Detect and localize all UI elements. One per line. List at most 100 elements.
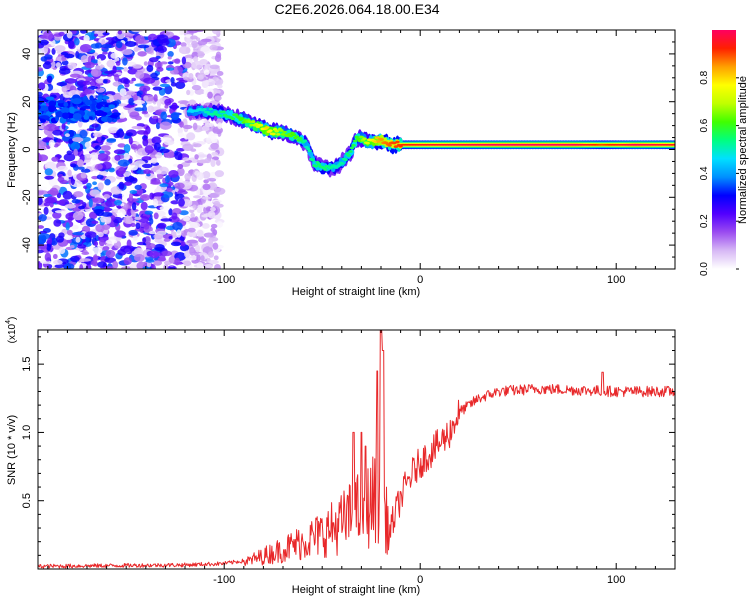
spectrogram-noise-cell: [89, 211, 98, 220]
spectrogram-ridge-cell: [276, 132, 281, 136]
spectrogram-noise-cell: [191, 60, 204, 70]
spectrogram-noise-cell: [45, 196, 58, 203]
spectrogram-noise-cell: [197, 40, 208, 46]
spectrogram-ridge-cell: [346, 154, 352, 157]
spectrogram-noise-cell: [130, 143, 138, 150]
spectrogram-noise-cell: [38, 105, 49, 112]
spectrogram-noise-cell: [179, 30, 184, 36]
spectrogram-noise-cell: [166, 67, 175, 71]
spectrogram-ridge-cell: [376, 140, 381, 143]
spectrogram-noise-cell: [153, 260, 163, 266]
spectrogram-noise-cell: [126, 91, 137, 96]
spectrogram-noise-cell: [85, 147, 93, 152]
colorbar-ticks: 0.0 0.2 0.4 0.6 0.8: [699, 70, 739, 276]
spectrogram-noise-cell: [123, 98, 129, 106]
spectrogram-noise-cell: [101, 211, 113, 217]
spectrogram-noise-cell: [164, 104, 169, 109]
spectrogram-noise-cell: [170, 241, 182, 247]
spectrogram-noise-cell: [92, 181, 97, 186]
spectrogram-noise-cell: [210, 207, 216, 212]
spectrogram-noise-cell: [44, 168, 53, 176]
spectrogram-noise-cell: [114, 154, 121, 161]
spectrogram-noise-cell: [64, 53, 75, 59]
spectrogram-noise-cell: [156, 45, 167, 54]
spectrogram-noise-cell: [132, 63, 143, 69]
spectrogram-noise-cell: [123, 215, 133, 224]
spectrogram-noise-cell: [216, 70, 224, 76]
spectrogram-noise-cell: [51, 156, 59, 162]
spectrogram-noise-cell: [84, 99, 93, 106]
spectrogram-noise-cell: [182, 143, 194, 152]
spectrogram-noise-cell: [163, 139, 175, 146]
spectrogram-noise-cell: [129, 177, 138, 184]
spectrogram-noise-cell: [92, 254, 98, 263]
spectrogram-noise-cell: [128, 136, 133, 145]
spectrogram-noise-cell: [123, 152, 130, 161]
spectrogram-noise-cell: [207, 210, 216, 219]
spectrogram-noise-cell: [214, 264, 221, 269]
spectrogram-ridge-cell: [359, 135, 364, 139]
spectrogram-noise-cell: [64, 133, 70, 137]
spectrogram-noise-cell: [117, 208, 127, 218]
spectrogram-noise-cell: [190, 217, 198, 223]
spectrogram-noise-cell: [53, 219, 62, 227]
spectrogram-noise-cell: [76, 159, 84, 166]
spectrogram-noise-cell: [143, 95, 149, 102]
spectrogram-noise-cell: [107, 126, 119, 134]
spectrogram-x-tick-label: -100: [213, 274, 235, 286]
spectrogram-ridge-cell: [265, 126, 270, 129]
spectrogram-noise-cell: [64, 78, 77, 84]
spectrogram-noise-cell: [101, 224, 111, 230]
spectrogram-noise-cell: [139, 194, 151, 201]
spectrogram-noise-cell: [133, 99, 146, 105]
spectrogram-noise-cell: [38, 140, 45, 148]
spectrogram-noise-cell: [76, 244, 87, 249]
spectrogram-noise-cell: [114, 73, 120, 82]
spectrogram-noise-cell: [179, 210, 189, 216]
colorbar-tick-label: 0.4: [699, 166, 710, 180]
spectrogram-noise-cell: [38, 67, 44, 72]
snr-plot-area: [38, 330, 675, 569]
spectrogram-noise-cell: [195, 244, 201, 253]
spectrogram-noise-cell: [150, 157, 158, 164]
spectrogram-noise-cell: [174, 151, 183, 161]
spectrogram-noise-cell: [83, 35, 90, 42]
spectrogram-noise-cell: [117, 159, 130, 167]
spectrogram-noise-cell: [217, 84, 223, 89]
spectrogram-ridge-cell: [352, 139, 358, 143]
spectrogram-noise-cell: [56, 82, 68, 87]
spectrogram-noise-cell: [55, 62, 61, 68]
spectrogram-noise-cell: [159, 83, 171, 88]
spectrogram-noise-cell: [186, 36, 191, 46]
spectrogram-noise-cell: [207, 182, 218, 191]
spectrogram-noise-cell: [202, 183, 211, 191]
snr-y-ticks: 0.5 1.0 1.5: [21, 336, 675, 556]
spectrogram-noise-cell: [121, 190, 128, 200]
spectrogram-noise-cell: [152, 86, 163, 91]
spectrogram-ridge-cell: [365, 141, 370, 145]
spectrogram-noise-cell: [115, 60, 121, 66]
spectrogram-ridge-cell: [305, 147, 311, 151]
spectrogram-noise-cell: [174, 257, 181, 266]
spectrogram-noise-cell: [199, 93, 207, 101]
spectrogram-noise-cell: [149, 192, 155, 200]
spectrogram-ridge-cell: [343, 158, 348, 162]
spectrogram-noise-cell: [128, 165, 138, 171]
spectrogram-noise-cell: [88, 116, 93, 120]
spectrogram-noise-cell: [92, 132, 103, 138]
snr-frame: [37, 329, 676, 570]
spectrogram-noise-cell: [79, 129, 88, 139]
colorbar: 0.0 0.2 0.4 0.6 0.8 Normalized spectral ampl…: [699, 30, 749, 276]
spectrogram-x-tick-label: 0: [417, 274, 423, 286]
spectrogram-ridge-cell: [310, 158, 315, 162]
spectrogram-noise-cell: [214, 79, 223, 86]
spectrogram-noise-cell: [58, 68, 71, 75]
spectrogram-noise-cell: [211, 30, 221, 35]
spectrogram-noise-cell: [58, 246, 66, 255]
spectrogram-noise-cell: [103, 206, 111, 213]
spectrogram-noise-cell: [214, 95, 222, 101]
spectrogram-noise-cell: [109, 114, 119, 119]
spectrogram-noise-cell: [57, 176, 65, 183]
spectrogram-noise-cell: [143, 169, 151, 175]
spectrogram-noise-cell: [156, 66, 164, 72]
